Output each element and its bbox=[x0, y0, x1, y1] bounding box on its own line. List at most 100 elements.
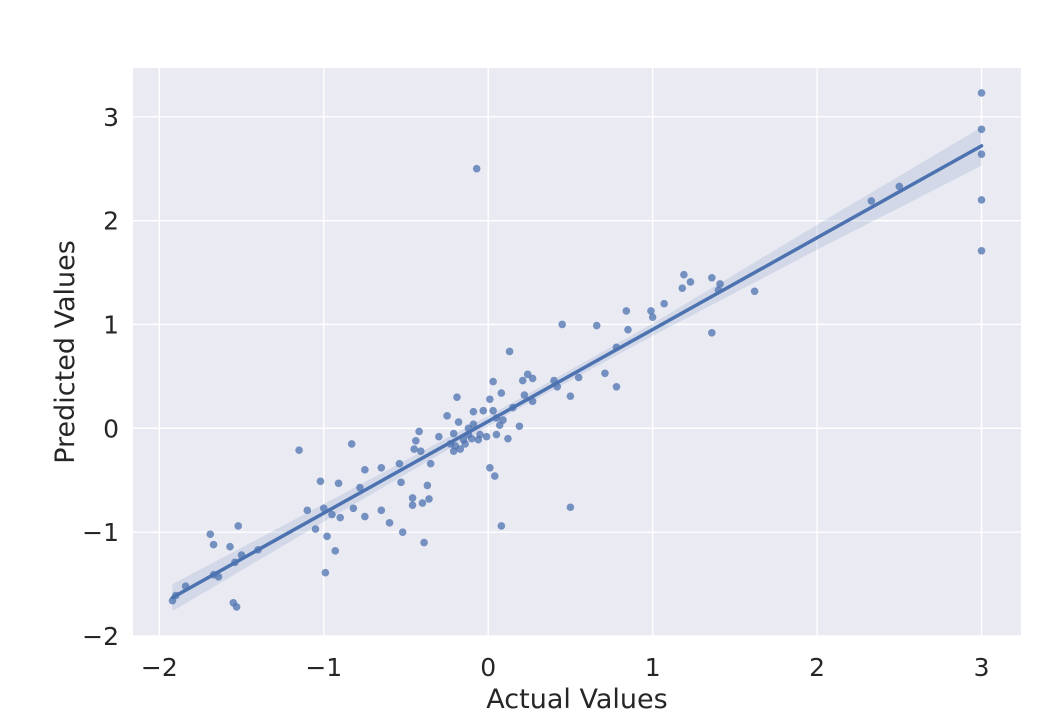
x-tick-label: −1 bbox=[305, 653, 342, 682]
data-point bbox=[356, 483, 364, 492]
y-tick-label: 2 bbox=[103, 207, 119, 236]
data-point bbox=[331, 547, 340, 555]
x-tick-label: 0 bbox=[480, 653, 496, 682]
data-point bbox=[226, 542, 234, 551]
confidence-band-layer bbox=[172, 127, 982, 612]
data-point bbox=[612, 382, 621, 391]
y-tick-label: −1 bbox=[82, 518, 119, 547]
y-tick-label: 0 bbox=[103, 414, 119, 443]
data-point bbox=[505, 347, 514, 356]
data-point bbox=[476, 430, 484, 439]
regression-line-layer bbox=[170, 144, 984, 600]
data-point bbox=[416, 447, 425, 455]
data-point bbox=[316, 477, 325, 486]
data-point bbox=[206, 530, 215, 539]
data-point bbox=[479, 406, 488, 415]
data-point bbox=[497, 389, 506, 397]
data-point bbox=[518, 376, 527, 385]
data-point bbox=[385, 519, 394, 527]
data-point bbox=[867, 197, 876, 205]
data-point bbox=[467, 434, 476, 443]
data-point bbox=[232, 603, 241, 611]
y-tick-label: 1 bbox=[103, 310, 119, 339]
data-point bbox=[361, 512, 369, 521]
data-point bbox=[461, 440, 469, 448]
data-point bbox=[418, 499, 427, 507]
data-point bbox=[328, 510, 336, 519]
data-point bbox=[454, 418, 463, 426]
plot-area bbox=[133, 68, 1021, 636]
data-point bbox=[349, 504, 358, 513]
regression-line bbox=[170, 144, 984, 600]
data-point bbox=[469, 420, 478, 428]
data-point bbox=[311, 525, 320, 533]
data-point bbox=[708, 328, 716, 337]
data-point bbox=[410, 445, 419, 453]
data-point bbox=[472, 164, 481, 173]
data-point bbox=[397, 478, 405, 487]
data-point bbox=[449, 429, 458, 438]
data-point bbox=[482, 432, 491, 441]
tick-label-layer: −2 −1 0 1 2 3 −2 −1 0 1 2 3 bbox=[82, 103, 989, 682]
data-point bbox=[398, 528, 407, 536]
data-point bbox=[592, 321, 601, 330]
data-point bbox=[895, 182, 904, 191]
data-point bbox=[977, 196, 986, 204]
confidence-band bbox=[172, 127, 982, 612]
data-point bbox=[443, 412, 451, 420]
data-point bbox=[660, 299, 668, 308]
data-point bbox=[295, 446, 303, 454]
data-point bbox=[515, 422, 524, 431]
data-point bbox=[336, 513, 345, 522]
data-point bbox=[648, 313, 657, 322]
data-point bbox=[520, 391, 529, 399]
data-point bbox=[408, 494, 417, 502]
data-point bbox=[750, 287, 759, 296]
x-tick-label: −2 bbox=[141, 653, 178, 682]
data-point bbox=[347, 440, 356, 448]
data-point bbox=[977, 246, 986, 255]
data-point bbox=[492, 430, 501, 439]
y-axis-label: Predicted Values bbox=[50, 240, 81, 464]
data-point bbox=[624, 325, 632, 334]
y-tick-label: −2 bbox=[82, 622, 119, 651]
data-point bbox=[977, 125, 986, 134]
data-point bbox=[566, 392, 575, 400]
data-point bbox=[469, 407, 478, 416]
data-point bbox=[558, 320, 566, 329]
data-point bbox=[647, 307, 655, 315]
x-tick-label: 2 bbox=[809, 653, 825, 682]
data-point bbox=[323, 532, 331, 541]
data-point bbox=[504, 434, 512, 443]
data-point bbox=[435, 432, 443, 441]
data-point bbox=[423, 481, 432, 490]
data-point bbox=[426, 459, 435, 468]
data-point bbox=[490, 472, 499, 480]
y-tick-label: 3 bbox=[103, 103, 119, 132]
data-point bbox=[499, 416, 507, 424]
data-point bbox=[377, 463, 386, 472]
x-axis-label: Actual Values bbox=[486, 684, 667, 715]
data-point bbox=[456, 445, 465, 453]
data-point bbox=[497, 522, 506, 530]
data-point bbox=[425, 495, 433, 503]
data-point bbox=[489, 377, 497, 386]
data-point bbox=[412, 436, 420, 445]
data-point bbox=[361, 466, 369, 474]
data-point bbox=[321, 568, 330, 577]
data-point bbox=[566, 503, 575, 512]
data-point bbox=[977, 89, 986, 97]
data-point bbox=[395, 459, 404, 468]
data-point bbox=[622, 307, 631, 315]
data-point bbox=[420, 538, 428, 547]
data-point bbox=[708, 273, 716, 282]
data-point bbox=[489, 406, 497, 415]
data-point bbox=[234, 522, 243, 530]
data-point bbox=[377, 506, 386, 515]
grid-layer bbox=[133, 68, 1021, 637]
data-point bbox=[486, 395, 494, 404]
x-tick-label: 1 bbox=[645, 653, 661, 682]
data-point bbox=[680, 270, 688, 279]
